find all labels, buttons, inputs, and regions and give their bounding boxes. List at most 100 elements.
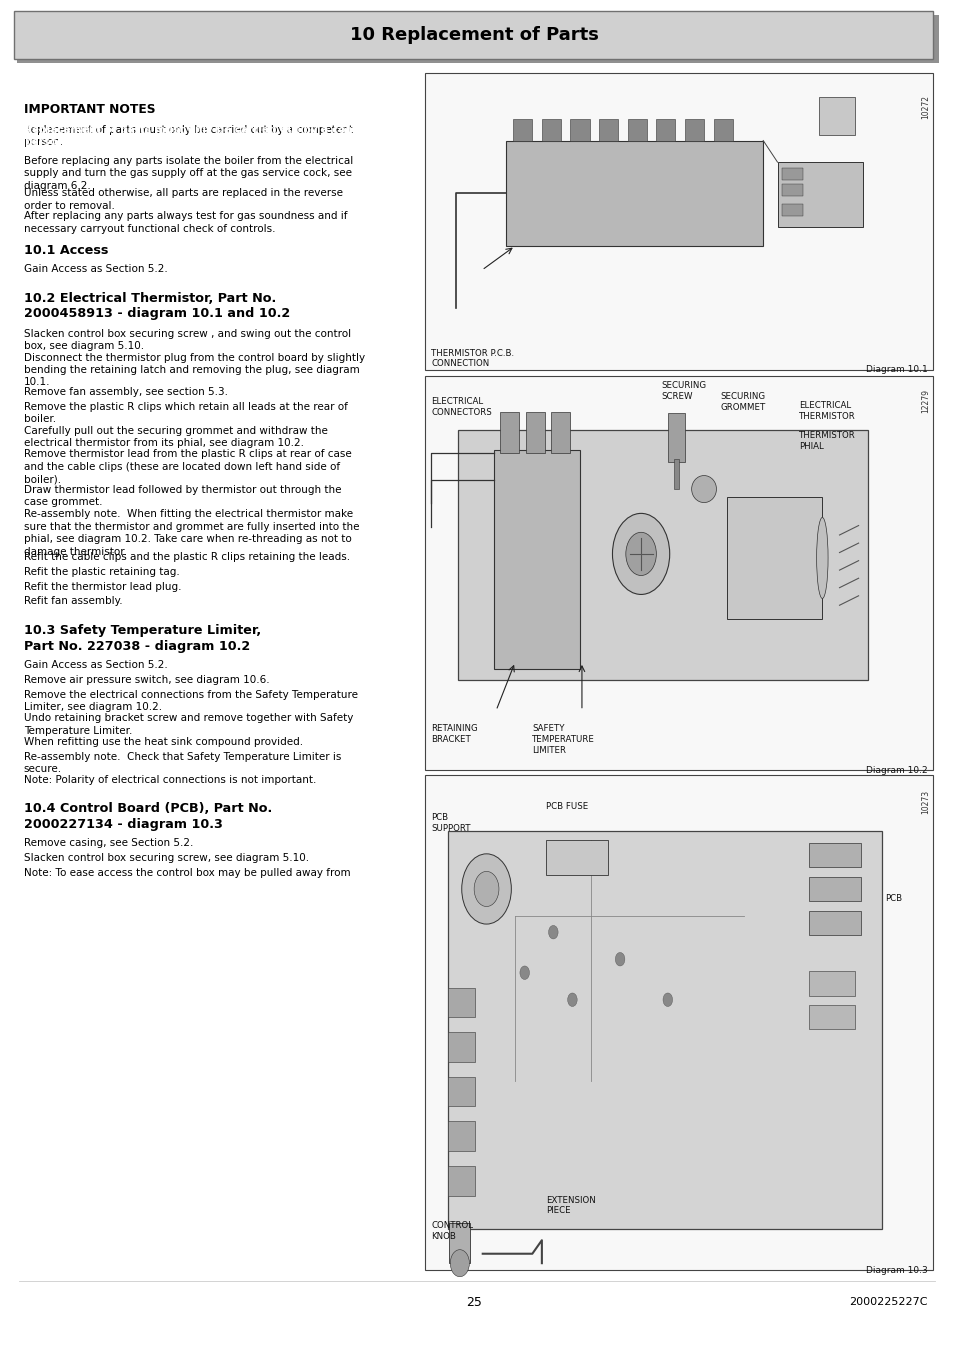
Text: Slacken control box securing screw , and swing out the control
box, see diagram : Slacken control box securing screw , and…: [24, 330, 351, 351]
Bar: [424, 376, 932, 770]
Text: ELECTRICAL
THERMISTOR: ELECTRICAL THERMISTOR: [799, 401, 855, 422]
Bar: [448, 1166, 475, 1196]
Text: RETAINING
BRACKET: RETAINING BRACKET: [431, 724, 477, 744]
Text: THERMISTOR P.C.B.
CONNECTION: THERMISTOR P.C.B. CONNECTION: [431, 349, 514, 369]
Ellipse shape: [816, 517, 827, 598]
Text: Remove the electrical connections from the Safety Temperature
Limiter, see diagr: Remove the electrical connections from t…: [24, 690, 357, 712]
Text: Remove the plastic R clips which retain all leads at the rear of
boiler.: Remove the plastic R clips which retain …: [24, 403, 347, 424]
Text: Refit the plastic retaining tag.: Refit the plastic retaining tag.: [24, 567, 179, 577]
Text: Undo retaining bracket screw and remove together with Safety
Temperature Limiter: Undo retaining bracket screw and remove …: [24, 713, 353, 736]
Text: CONTROL
KNOB: CONTROL KNOB: [431, 1221, 473, 1242]
Text: Gain Access as Section 5.2.: Gain Access as Section 5.2.: [24, 661, 168, 670]
Text: Remove thermistor lead from the plastic R clips at rear of case
and the cable cl: Remove thermistor lead from the plastic …: [24, 449, 352, 484]
Text: Refit fan assembly.: Refit fan assembly.: [24, 597, 122, 607]
Bar: [448, 1077, 475, 1106]
Text: 10.2 Electrical Thermistor, Part No.
2000458913 - diagram 10.1 and 10.2: 10.2 Electrical Thermistor, Part No. 200…: [24, 292, 290, 320]
Text: Refit the cable clips and the plastic R clips retaining the leads.: Refit the cable clips and the plastic R …: [24, 551, 350, 562]
Text: Before replacing any parts isolate the boiler from the electrical
supply and tur: Before replacing any parts isolate the b…: [24, 157, 353, 190]
Circle shape: [450, 1250, 469, 1277]
Text: SECURING
GROMMET: SECURING GROMMET: [720, 392, 764, 412]
Bar: [457, 430, 867, 680]
Text: Refit the thermistor lead plug.: Refit the thermistor lead plug.: [24, 581, 181, 592]
Bar: [449, 1223, 470, 1263]
Text: 2000225227C: 2000225227C: [848, 1297, 926, 1308]
Bar: [656, 119, 675, 141]
Circle shape: [548, 925, 558, 939]
Text: Remove casing, see Section 5.2.: Remove casing, see Section 5.2.: [24, 838, 193, 848]
Text: Slacken control box securing screw, see diagram 5.10.: Slacken control box securing screw, see …: [24, 854, 309, 863]
Text: 10273: 10273: [920, 790, 929, 815]
Text: 10.3 Safety Temperature Limiter,
Part No. 227038 - diagram 10.2: 10.3 Safety Temperature Limiter, Part No…: [24, 624, 261, 653]
Text: 10.1 Access: 10.1 Access: [24, 243, 108, 257]
Text: SECURING
SCREW: SECURING SCREW: [660, 381, 705, 401]
Bar: [551, 412, 570, 453]
Text: 10.4 Control Board (PCB), Part No.
2000227134 - diagram 10.3: 10.4 Control Board (PCB), Part No. 20002…: [24, 802, 272, 831]
Text: Carefully pull out the securing grommet and withdraw the
electrical thermistor f: Carefully pull out the securing grommet …: [24, 426, 328, 449]
Bar: [505, 141, 762, 246]
Text: PCB
SUPPORT: PCB SUPPORT: [431, 813, 470, 834]
Text: Replacement of parts must only be carried out by a competent
person.: Replacement of parts must only be carrie…: [24, 126, 353, 147]
Text: Unless stated otherwise, all parts are replaced in the reverse
order to removal.: Unless stated otherwise, all parts are r…: [24, 189, 342, 211]
Bar: [781, 184, 802, 196]
Bar: [781, 168, 802, 180]
Circle shape: [474, 871, 498, 907]
Bar: [448, 1032, 475, 1062]
Ellipse shape: [691, 476, 716, 503]
Bar: [808, 911, 861, 935]
Bar: [448, 831, 882, 1229]
Circle shape: [461, 854, 511, 924]
Text: THERMISTOR
PHIAL: THERMISTOR PHIAL: [799, 431, 855, 451]
Bar: [424, 73, 932, 370]
Text: PCB: PCB: [884, 894, 902, 904]
Text: After replacing any parts always test for gas soundness and if
necessary carryou: After replacing any parts always test fo…: [24, 211, 347, 234]
Text: PCB FUSE: PCB FUSE: [545, 802, 587, 812]
Bar: [808, 877, 861, 901]
Bar: [808, 843, 861, 867]
Text: 10 Replacement of Parts: 10 Replacement of Parts: [350, 26, 598, 45]
Circle shape: [662, 993, 672, 1006]
Bar: [570, 119, 589, 141]
Text: EXTENSION
PIECE: EXTENSION PIECE: [545, 1196, 595, 1216]
Bar: [627, 119, 646, 141]
Text: SAFETY
TEMPERATURE
LIMITER: SAFETY TEMPERATURE LIMITER: [532, 724, 595, 755]
Text: Replacement of parts must only be carried out by a competent
person.: Replacement of parts must only be carrie…: [24, 126, 395, 147]
Bar: [513, 119, 532, 141]
Text: When refitting use the heat sink compound provided.: When refitting use the heat sink compoun…: [24, 738, 303, 747]
Text: IMPORTANT NOTES: IMPORTANT NOTES: [24, 104, 155, 116]
Text: Diagram 10.1: Diagram 10.1: [864, 365, 926, 374]
Text: ELECTRICAL
CONNECTORS: ELECTRICAL CONNECTORS: [431, 397, 492, 417]
Text: 10272: 10272: [920, 95, 929, 119]
Bar: [818, 97, 854, 135]
Text: Gain Access as Section 5.2.: Gain Access as Section 5.2.: [24, 265, 168, 274]
FancyBboxPatch shape: [14, 11, 932, 59]
Text: Note: To ease access the control box may be pulled away from: Note: To ease access the control box may…: [24, 869, 350, 878]
Bar: [448, 988, 475, 1017]
Text: Re-assembly note.  When fitting the electrical thermistor make
sure that the the: Re-assembly note. When fitting the elect…: [24, 509, 359, 557]
Text: Remove fan assembly, see section 5.3.: Remove fan assembly, see section 5.3.: [24, 388, 228, 397]
Bar: [713, 119, 732, 141]
Bar: [499, 412, 518, 453]
Text: Re-assembly note.  Check that Safety Temperature Limiter is
secure.: Re-assembly note. Check that Safety Temp…: [24, 751, 341, 774]
Bar: [781, 204, 802, 216]
Circle shape: [519, 966, 529, 979]
Bar: [808, 971, 854, 996]
Text: 25: 25: [466, 1296, 481, 1309]
Text: Diagram 10.3: Diagram 10.3: [864, 1266, 926, 1275]
Bar: [726, 497, 821, 619]
Bar: [598, 119, 618, 141]
Text: Diagram 10.2: Diagram 10.2: [864, 766, 926, 775]
Bar: [667, 413, 684, 462]
Bar: [448, 1121, 475, 1151]
Text: Remove air pressure switch, see diagram 10.6.: Remove air pressure switch, see diagram …: [24, 676, 269, 685]
Bar: [525, 412, 544, 453]
Circle shape: [615, 952, 624, 966]
Bar: [684, 119, 703, 141]
Text: Disconnect the thermistor plug from the control board by slightly
bending the re: Disconnect the thermistor plug from the …: [24, 353, 365, 388]
Text: Note: Polarity of electrical connections is not important.: Note: Polarity of electrical connections…: [24, 775, 315, 785]
Bar: [808, 1005, 854, 1029]
Bar: [545, 840, 607, 875]
Text: 12279: 12279: [920, 389, 929, 413]
Circle shape: [625, 532, 656, 576]
Text: Draw thermistor lead followed by thermistor out through the
case grommet.: Draw thermistor lead followed by thermis…: [24, 485, 341, 508]
Bar: [424, 775, 932, 1270]
